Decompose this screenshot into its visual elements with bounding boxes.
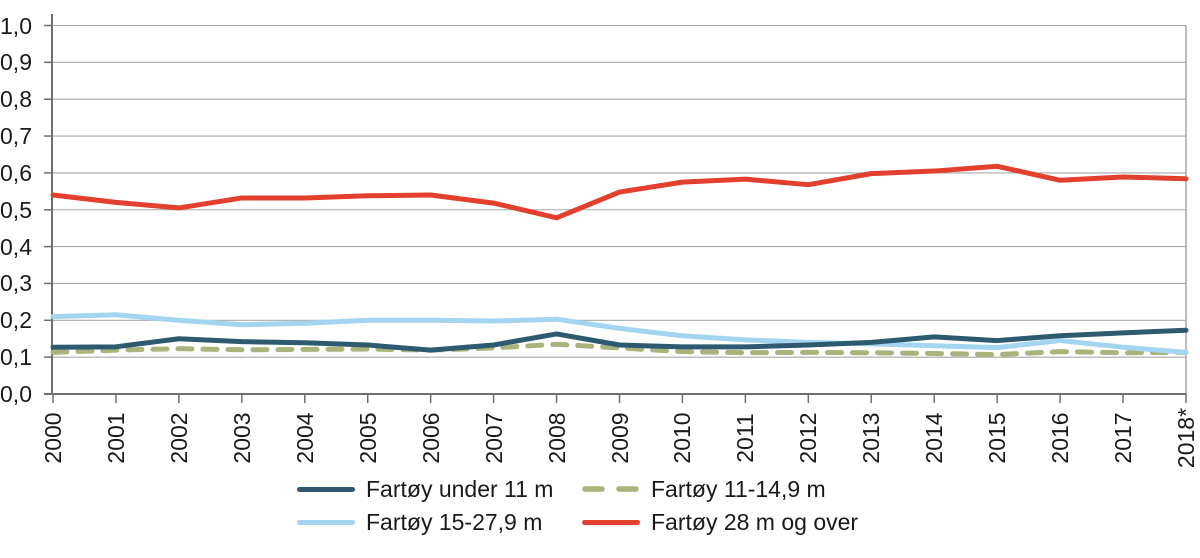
y-axis-label: 0,3 <box>0 270 32 297</box>
legend-label: Fartøy under 11 m <box>366 475 554 502</box>
legend-swatch-solid-lightblue <box>297 519 355 525</box>
series-line-1 <box>50 327 1189 353</box>
series-line-2 <box>50 341 1189 358</box>
x-axis-label: 2012 <box>795 412 822 464</box>
x-axis-label: 2005 <box>354 412 381 464</box>
x-axis-label: 2008 <box>543 412 570 464</box>
x-axis-label: 2015 <box>984 412 1011 464</box>
legend-item-fartoy-28m-og-over: Fartøy 28 m og over <box>582 509 858 535</box>
x-axis-label: 2013 <box>858 412 885 464</box>
legend-item-fartoy-11-14-9m: Fartøy 11-14,9 m <box>582 476 858 502</box>
x-axis-label: 2009 <box>606 412 633 464</box>
y-axis-label: 0,0 <box>0 381 32 407</box>
legend-item-fartoy-under-11m: Fartøy under 11 m <box>297 476 582 502</box>
legend: Fartøy under 11 m Fartøy 11-14,9 m Fartø… <box>297 476 858 535</box>
y-axis-label: 0,7 <box>0 123 32 150</box>
y-axis-label: 0,4 <box>0 233 32 260</box>
legend-swatch-dashed-olive <box>582 485 640 493</box>
x-axis-label: 2016 <box>1047 412 1074 464</box>
x-axis-label: 2017 <box>1110 412 1137 464</box>
y-axis-label: 0,5 <box>0 196 32 223</box>
x-axis-label: 2018* <box>1173 407 1199 469</box>
legend-label: Fartøy 28 m og over <box>651 508 859 535</box>
y-axis-label: 0,8 <box>0 86 32 113</box>
series-line-4 <box>50 163 1189 221</box>
y-axis-label: 0,9 <box>0 49 32 76</box>
legend-item-fartoy-15-27-9m: Fartøy 15-27,9 m <box>297 509 582 535</box>
x-axis-label: 2004 <box>291 412 318 464</box>
x-axis-label: 2010 <box>669 412 696 464</box>
x-axis-label: 2001 <box>102 412 129 464</box>
x-axis-label: 2000 <box>40 412 66 464</box>
x-axis-label: 2002 <box>165 412 192 464</box>
y-axis-label: 0,1 <box>0 344 32 371</box>
y-axis-label: 0,2 <box>0 307 32 334</box>
series-line-3 <box>50 312 1189 355</box>
legend-swatch-solid-red <box>582 519 640 525</box>
x-axis-label: 2003 <box>228 412 255 464</box>
legend-label: Fartøy 11-14,9 m <box>651 475 826 502</box>
y-axis-label: 0,6 <box>0 159 32 186</box>
y-axis-label: 1,0 <box>0 12 32 39</box>
x-axis-label: 2014 <box>921 412 948 464</box>
legend-swatch-solid-darkblue <box>297 486 355 492</box>
x-axis-label: 2006 <box>417 412 444 464</box>
x-axis-label: 2007 <box>480 412 507 464</box>
legend-label: Fartøy 15-27,9 m <box>366 508 543 535</box>
x-axis-label: 2011 <box>732 413 759 463</box>
